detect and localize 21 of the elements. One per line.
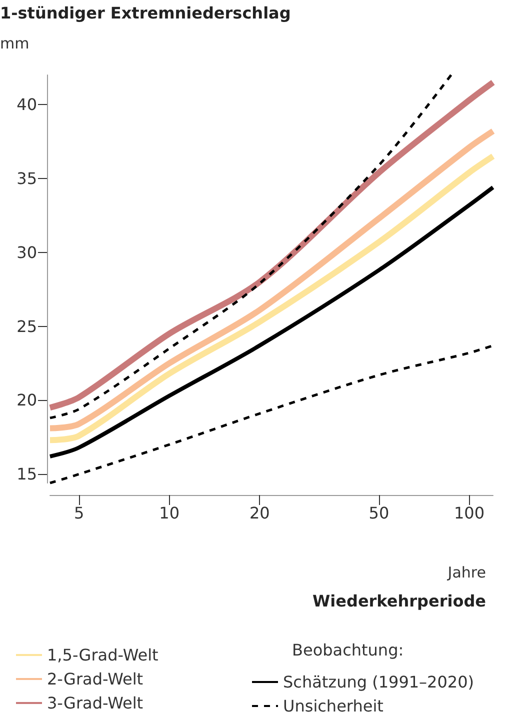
legend-label: 2-Grad-Welt	[47, 670, 144, 688]
x-tick-label: 20	[249, 504, 270, 522]
text: Jahre	[446, 564, 486, 582]
y-axis-title: mm	[0, 34, 30, 52]
x-tick-label: 10	[159, 504, 180, 522]
legend-label: Unsicherheit	[283, 696, 384, 716]
y-tick-label: 20	[16, 390, 37, 410]
x-axis-title: Wiederkehrperiode	[312, 592, 486, 610]
y-tick-label: 30	[16, 242, 37, 262]
x-tick-label: 100	[454, 504, 485, 522]
y-tick-label: 25	[16, 316, 37, 336]
y-tick-label: 15	[16, 464, 37, 484]
x-tick-label: 50	[368, 504, 390, 522]
legend-label: 3-Grad-Welt	[47, 694, 144, 712]
y-tick-label: 40	[16, 95, 37, 114]
chart-title: 1-stündiger Extremniederschlag	[0, 4, 291, 22]
legend-label: 1,5-Grad-Welt	[47, 646, 158, 664]
text: Beobachtung:	[292, 640, 404, 660]
legend-label: Schätzung (1991–2020)	[283, 672, 474, 692]
y-tick-label: 35	[16, 168, 37, 188]
x-tick-label: 5	[74, 504, 84, 522]
